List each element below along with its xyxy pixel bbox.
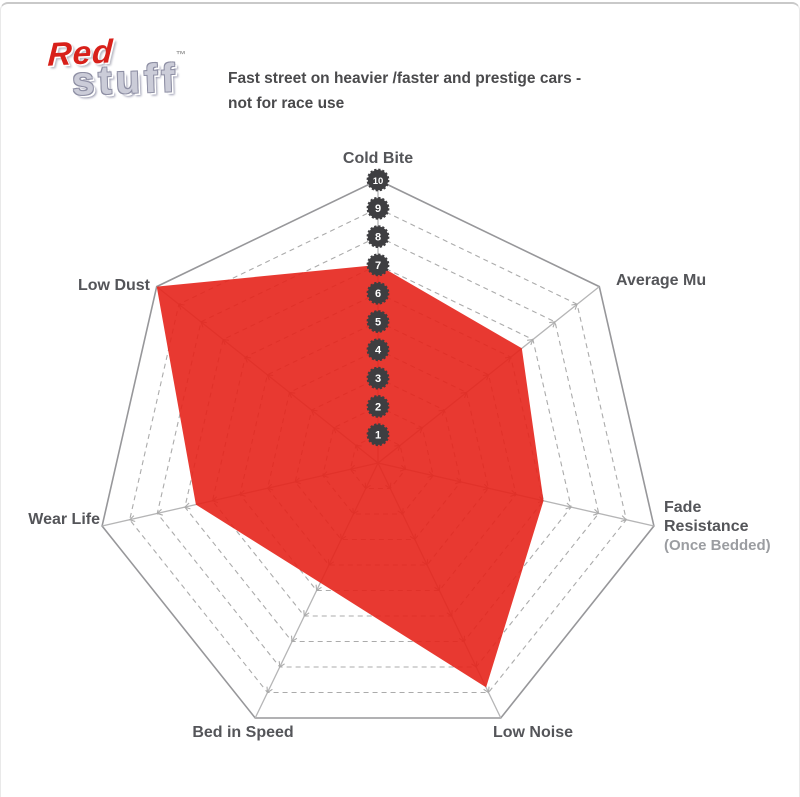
scale-badge-4	[366, 338, 390, 362]
axis-tick-chevron	[527, 338, 534, 346]
axis-tick-chevron	[303, 610, 310, 617]
scale-badge-number-6: 6	[375, 288, 381, 300]
axis-tick-chevron	[571, 303, 578, 310]
scale-badge-2	[366, 394, 390, 418]
axis-label-average-mu: Average Mu	[616, 272, 706, 289]
axis-label-fade-resistance-line1: Fade	[664, 499, 701, 516]
axis-label-wear-life: Wear Life	[28, 511, 100, 528]
scale-badge-9	[366, 196, 390, 220]
chart-subtitle: Fast street on heavier /faster and prest…	[228, 66, 688, 116]
scale-badge-number-3: 3	[375, 373, 381, 385]
scale-badge-3	[366, 366, 390, 390]
axis-tick-chevron	[128, 515, 136, 523]
radar-ring-10	[101, 179, 655, 719]
axis-tick-chevron	[266, 686, 273, 694]
scale-badge-number-2: 2	[375, 401, 381, 413]
scale-badge-number-10: 10	[373, 176, 384, 187]
axis-tick-chevron	[278, 661, 285, 668]
axis-label-bed-in-speed: Bed in Speed	[192, 724, 293, 741]
axis-label-low-noise: Low Noise	[493, 724, 573, 741]
scale-badge-6	[366, 281, 390, 305]
axis-label-fade-resistance-line2: Resistance	[664, 518, 749, 535]
scale-badge-number-4: 4	[375, 345, 382, 357]
axis-tick-chevron	[183, 502, 191, 510]
axis-labels: Cold Bite Average Mu Fade Resistance (On…	[28, 150, 770, 741]
scale-badge-5	[366, 310, 390, 333]
scale-badge-number-8: 8	[375, 232, 381, 244]
axis-tick-chevron	[156, 508, 163, 516]
axis-tick-chevron	[483, 686, 490, 694]
scale-badge-number-7: 7	[375, 260, 381, 272]
scale-badge-10	[366, 168, 390, 192]
scale-badge-7	[366, 253, 390, 277]
scale-badge-number-1: 1	[375, 430, 381, 442]
scale-badge-number-5: 5	[375, 316, 381, 328]
axis-tick-chevron	[593, 508, 600, 516]
axis-tick-chevron	[315, 584, 322, 592]
scale-badge-8	[366, 225, 390, 249]
trademark-symbol: ™	[176, 50, 186, 61]
axis-tick-chevron	[290, 635, 298, 643]
subtitle-line1: Fast street on heavier /faster and prest…	[228, 70, 582, 87]
axis-tick-chevron	[620, 515, 628, 523]
axis-tick-chevron	[565, 502, 573, 510]
axis-label-low-dust: Low Dust	[78, 277, 151, 294]
data-polygon	[156, 264, 544, 688]
scale-badge-number-9: 9	[375, 203, 381, 215]
axis-label-cold-bite: Cold Bite	[343, 150, 413, 167]
axis-label-once-bedded: (Once Bedded)	[664, 537, 771, 554]
redstuff-logo: stuff Red ™	[46, 32, 206, 134]
subtitle-line2: not for race use	[228, 95, 345, 112]
axis-tick-chevron	[549, 321, 556, 328]
scale-badge-1	[366, 423, 390, 447]
